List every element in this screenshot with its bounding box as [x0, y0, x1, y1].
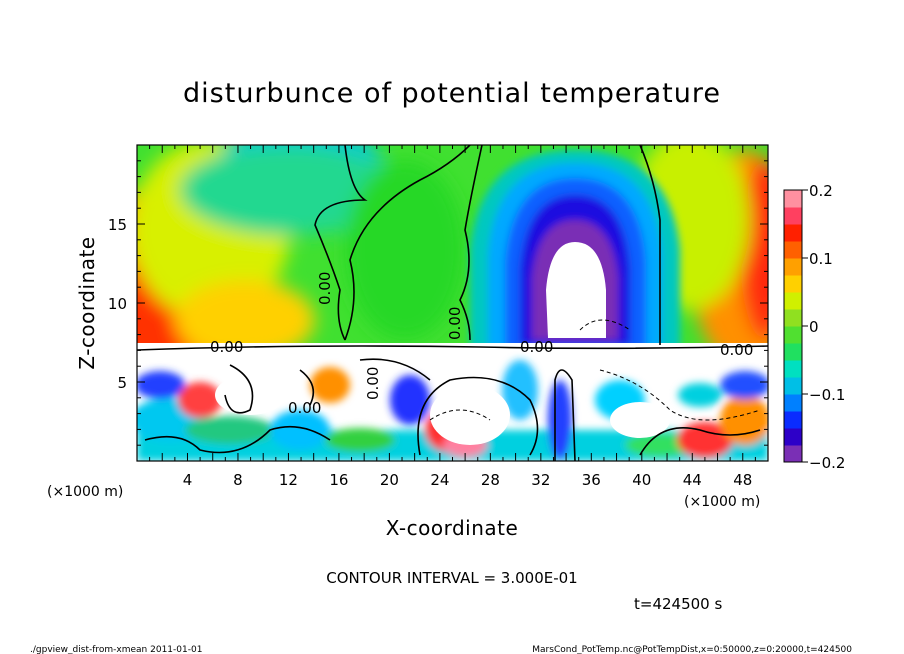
contour-label: 0.00 [364, 367, 382, 400]
colorbar-segment [784, 411, 802, 429]
footer-right: MarsCond_PotTemp.nc@PotTempDist,x=0:5000… [532, 645, 852, 654]
x-tick-label: 44 [683, 471, 702, 489]
x-tick-label: 16 [329, 471, 348, 489]
colorbar-segment [784, 275, 802, 293]
colorbar-tick-label: 0 [809, 318, 819, 336]
colorbar-segment [784, 428, 802, 446]
colorbar-ticks: 0.2 0.1 0 −0.1 −0.2 [802, 182, 845, 472]
colorbar-tick-label: −0.1 [809, 386, 845, 404]
colorbar-segment [784, 377, 802, 395]
x-axis-unit: (×1000 m) [47, 484, 123, 500]
footer-left: ./gpview_dist-from-xmean 2011-01-01 [30, 645, 202, 654]
colorbar-segment [784, 343, 802, 361]
colorbar-segment [784, 326, 802, 344]
x-tick-label: 32 [531, 471, 550, 489]
colorbar-tick-label: 0.1 [809, 250, 833, 268]
colorbar-segment [784, 224, 802, 242]
colorbar-tick-label: −0.2 [809, 454, 845, 472]
colorbar-segment [784, 445, 802, 463]
colorbar-segment [784, 292, 802, 310]
contour-label: 0.00 [288, 399, 321, 417]
chart-title: disturbunce of potential temperature [183, 78, 721, 109]
x-tick-label: 48 [733, 471, 752, 489]
colorbar-segment [784, 360, 802, 378]
x-tick-label: 4 [183, 471, 193, 489]
contour-label: 0.00 [316, 272, 334, 305]
colorbar-segment [784, 258, 802, 276]
x-axis-label: X-coordinate [386, 516, 519, 540]
contour-interval: CONTOUR INTERVAL = 3.000E-01 [326, 569, 577, 587]
x-tick-label: 36 [582, 471, 601, 489]
contour-label: 0.00 [520, 338, 553, 356]
colorbar-segment [784, 309, 802, 327]
x-tick-label: 12 [279, 471, 298, 489]
y-tick-label: 15 [108, 216, 127, 234]
contour-lines [137, 145, 768, 461]
contour-label: 0.00 [446, 307, 464, 340]
x-axis-unit-right: (×1000 m) [684, 494, 760, 510]
contour-lines-dashed [429, 319, 761, 421]
x-tick-label: 28 [481, 471, 500, 489]
x-tick-label: 8 [233, 471, 243, 489]
colorbar-segment [784, 394, 802, 412]
x-tick-label: 40 [632, 471, 651, 489]
colorbar-segment [784, 190, 802, 208]
heatmap-field [137, 145, 768, 461]
y-tick-label: 10 [108, 295, 127, 313]
colorbar [784, 190, 802, 463]
y-tick-label: 5 [117, 374, 127, 392]
contour-label: 0.00 [210, 338, 243, 356]
colorbar-segment [784, 207, 802, 225]
x-axis: 4 8 12 16 20 24 28 32 36 40 44 48 [149, 145, 756, 489]
y-axis: 5 10 15 [108, 160, 768, 446]
colorbar-segment [784, 241, 802, 259]
time-label: t=424500 s [634, 595, 722, 613]
y-axis-label: Z-coordinate [75, 236, 99, 369]
x-tick-label: 24 [430, 471, 449, 489]
x-tick-label: 20 [380, 471, 399, 489]
colorbar-tick-label: 0.2 [809, 182, 833, 200]
contour-label: 0.00 [720, 341, 753, 359]
